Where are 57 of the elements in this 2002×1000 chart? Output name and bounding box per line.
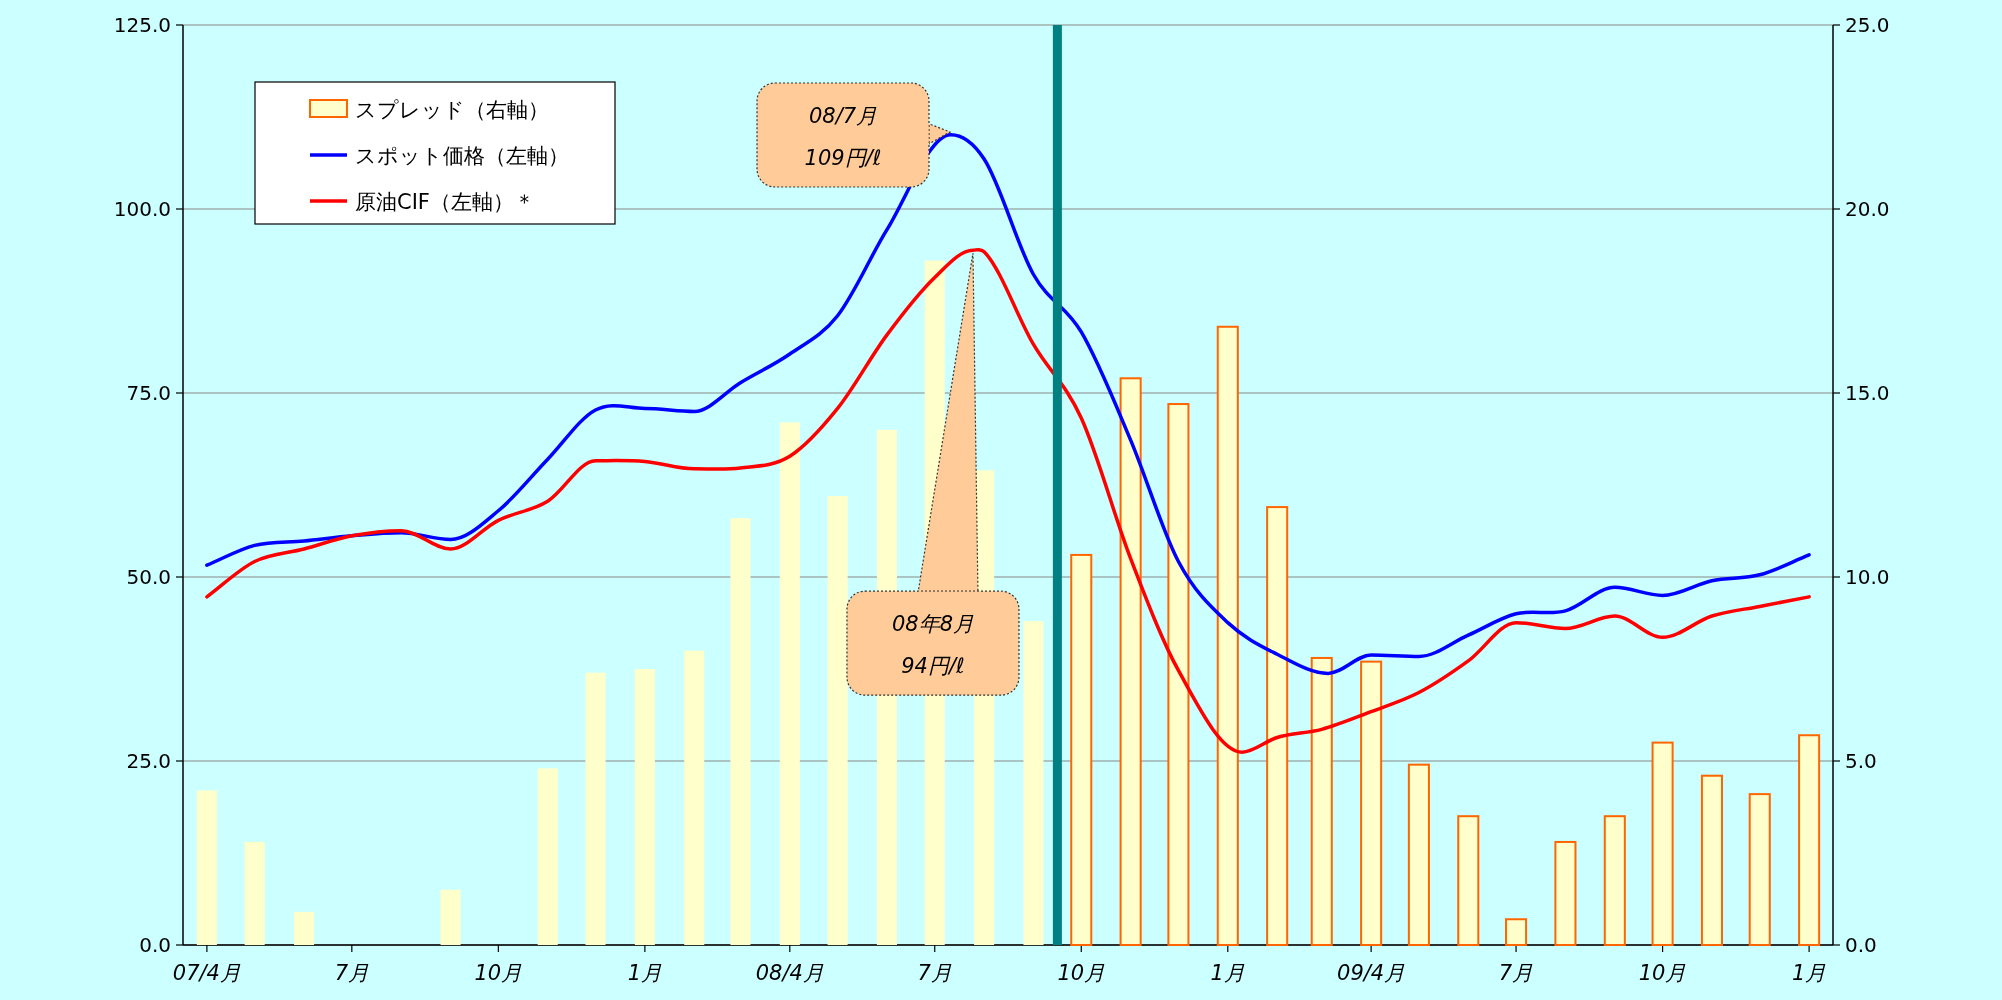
- bar: [1216, 325, 1239, 946]
- x-tick-label: 7月: [1498, 961, 1534, 985]
- y2-tick-label: 25.0: [1845, 13, 1890, 37]
- x-tick-label: 09/4月: [1337, 961, 1406, 985]
- bar: [294, 911, 315, 945]
- bar: [827, 496, 848, 945]
- y-tick-label: 100.0: [113, 197, 171, 221]
- y2-tick-label: 20.0: [1845, 197, 1890, 221]
- bar: [1457, 815, 1480, 946]
- bar: [1554, 840, 1577, 946]
- x-tick-label: 08/4月: [755, 961, 824, 985]
- x-tick-label: 1月: [1791, 961, 1827, 985]
- y2-tick-label: 0.0: [1845, 933, 1877, 957]
- x-tick-label: 10月: [474, 961, 523, 985]
- bar: [585, 672, 606, 945]
- bar: [1070, 553, 1093, 946]
- bar: [779, 422, 800, 945]
- bar: [1603, 815, 1626, 946]
- x-tick-label: 7月: [334, 961, 370, 985]
- y-tick-label: 0.0: [139, 933, 171, 957]
- bar: [1407, 763, 1430, 946]
- bar: [1651, 741, 1674, 946]
- annotation: 08年8月 94円/ℓ: [891, 612, 975, 679]
- bar: [634, 669, 655, 945]
- legend-label: スプレッド（右軸）: [355, 98, 549, 122]
- bar: [1360, 660, 1383, 946]
- bar: [1167, 403, 1190, 946]
- y2-tick-label: 10.0: [1845, 565, 1890, 589]
- legend-label: スポット価格（左軸）: [355, 144, 569, 168]
- bar: [1310, 656, 1333, 946]
- x-tick-label: 1月: [627, 961, 663, 985]
- y-tick-label: 125.0: [113, 13, 171, 37]
- bar: [684, 650, 705, 945]
- bar: [440, 889, 461, 945]
- bar: [1748, 793, 1771, 946]
- y-tick-label: 25.0: [126, 749, 171, 773]
- legend-label: 原油CIF（左軸）＊: [355, 190, 535, 214]
- bar: [1505, 918, 1528, 946]
- x-tick-label: 7月: [917, 961, 952, 985]
- bar: [730, 518, 751, 945]
- annotation: 08/7月 109円/ℓ: [804, 104, 882, 170]
- x-tick-label: 1月: [1210, 961, 1245, 985]
- x-tick-label: 07/4月: [172, 961, 241, 985]
- y-tick-label: 50.0: [126, 565, 171, 589]
- x-tick-label: 10月: [1638, 961, 1687, 985]
- x-tick-label: 10月: [1057, 961, 1106, 985]
- bar: [1798, 734, 1821, 946]
- y2-tick-label: 15.0: [1845, 381, 1890, 405]
- bar: [1119, 377, 1142, 946]
- y2-tick-label: 5.0: [1845, 749, 1877, 773]
- bar: [1266, 506, 1289, 946]
- bar: [1023, 621, 1044, 945]
- bar: [196, 790, 217, 945]
- bar: [244, 841, 265, 945]
- bar: [537, 768, 558, 945]
- bar: [1700, 774, 1723, 946]
- y-tick-label: 75.0: [126, 381, 171, 405]
